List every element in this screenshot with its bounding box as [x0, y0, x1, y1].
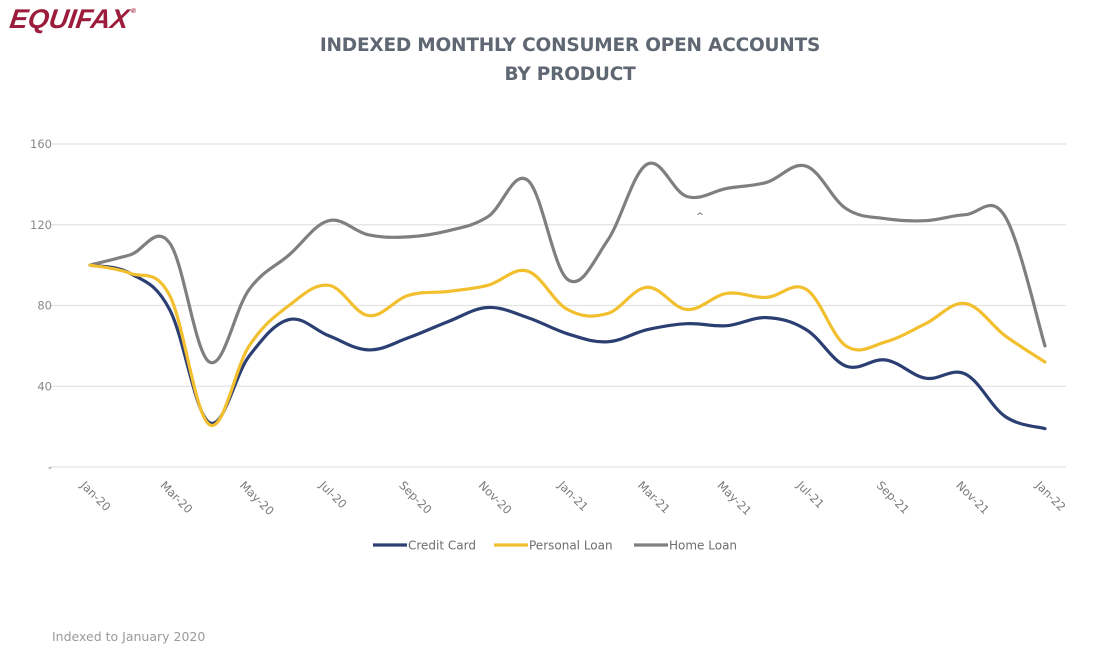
- x-tick-label: Nov-21: [953, 478, 992, 517]
- chart-title-line-2: BY PRODUCT: [504, 64, 636, 85]
- series-line-home-loan: [88, 161, 1047, 365]
- x-tick-label: Jan-21: [555, 478, 591, 514]
- legend: Credit Card Personal Loan Home Loan: [373, 539, 737, 553]
- chart-title-line-1: INDEXED MONTHLY CONSUMER OPEN ACCOUNTS: [319, 35, 821, 56]
- x-tick-label: Jul-20: [316, 478, 350, 512]
- x-tick-label: Nov-20: [476, 478, 515, 517]
- x-tick-label: Jul-21: [793, 478, 827, 512]
- gridlines: [50, 143, 1066, 468]
- chart-annotation: ^: [696, 212, 704, 222]
- y-tick-label: 160: [30, 137, 52, 151]
- chart-title: INDEXED MONTHLY CONSUMER OPEN ACCOUNTS B…: [260, 31, 880, 89]
- x-tick-label: Sep-21: [874, 478, 913, 517]
- x-tick-label: Mar-21: [635, 478, 673, 516]
- x-tick-label: Jan-22: [1032, 478, 1068, 514]
- legend-label-credit-card: Credit Card: [408, 539, 476, 553]
- y-tick-label: -: [48, 460, 52, 474]
- y-tick-label: 40: [37, 379, 52, 393]
- x-tick-label: Mar-20: [157, 478, 195, 516]
- series-line-credit-card: [88, 263, 1047, 431]
- x-tick-label: Sep-20: [396, 478, 435, 517]
- y-tick-label: 120: [30, 218, 52, 232]
- x-axis: Jan-20 Mar-20 May-20 Jul-20 Sep-20 Nov-20 Jan-…: [77, 478, 1068, 519]
- x-tick-label: May-20: [237, 478, 277, 518]
- legend-label-home-loan: Home Loan: [669, 539, 737, 553]
- x-tick-label: Jan-20: [77, 478, 113, 514]
- x-tick-label: May-21: [715, 478, 755, 518]
- footnote: Indexed to January 2020: [52, 629, 206, 644]
- y-axis: - 40 80 120 160: [30, 137, 52, 474]
- series-lines: [88, 161, 1047, 431]
- legend-label-personal-loan: Personal Loan: [529, 539, 613, 553]
- series-line-personal-loan: [88, 263, 1047, 427]
- y-tick-label: 80: [37, 299, 52, 313]
